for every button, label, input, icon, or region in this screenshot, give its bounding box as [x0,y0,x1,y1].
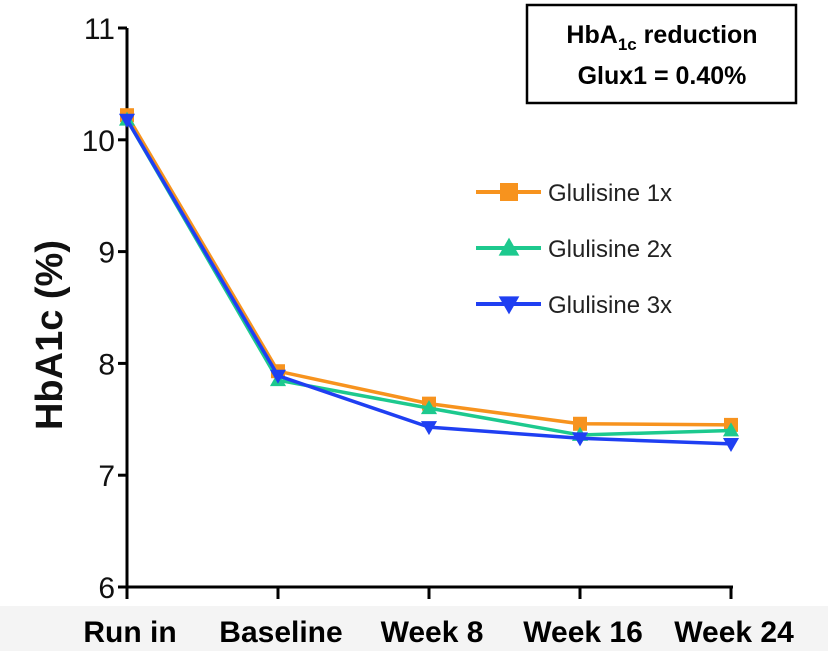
x-tick-label: Run in [83,616,176,649]
y-tick-label: 10 [82,125,115,158]
legend-item: Glulisine 2x [476,236,672,263]
series-line [125,118,732,446]
annotation-box: HbA1c reduction Glux1 = 0.40% [525,3,798,105]
legend-label: Glulisine 1x [548,180,672,207]
data-point [420,421,438,436]
bottom-band [0,606,828,651]
annotation-line2: Glux1 = 0.40% [578,62,747,90]
data-point [118,113,136,128]
y-axis-title: HbA1c (%) [29,240,71,430]
annotation-border [525,3,798,105]
legend-label: Glulisine 2x [548,236,672,263]
data-point [500,183,518,201]
y-tick-label: 7 [98,460,115,493]
data-point [269,369,287,384]
y-tick-label: 6 [98,572,115,605]
annotation-suffix: reduction [637,21,758,49]
series-line [125,118,732,437]
annotation-line1: HbA1c reduction [566,21,757,54]
data-point [573,416,587,431]
y-tick-label: 11 [84,13,115,46]
legend-item: Glulisine 3x [476,292,672,319]
legend-item: Glulisine 1x [476,180,672,207]
data-point [498,296,520,315]
legend-label: Glulisine 3x [548,292,672,319]
y-tick-label: 8 [98,348,115,381]
x-tick-label: Week 16 [523,616,643,649]
y-tick-label: 9 [98,237,115,270]
data-point [420,400,438,415]
x-tick-label: Baseline [219,616,342,649]
annotation-prefix: HbA [566,21,617,49]
data-point [722,437,740,452]
legend: Glulisine 1x Glulisine 2x Glulisine 3x [476,180,672,319]
data-point [722,422,740,437]
data-point [571,432,589,447]
axes: 6 7 8 9 10 11 Run in Baseline Week 8 Week 16 Week … [82,13,794,649]
series-glulisine-2x [118,111,740,441]
x-tick-label: Week 8 [381,616,484,649]
data-point [498,237,520,256]
series-layer [118,108,740,452]
annotation-subscript: 1c [618,35,637,54]
series-glulisine-3x [118,113,740,452]
x-tick-label: Week 24 [674,616,794,649]
